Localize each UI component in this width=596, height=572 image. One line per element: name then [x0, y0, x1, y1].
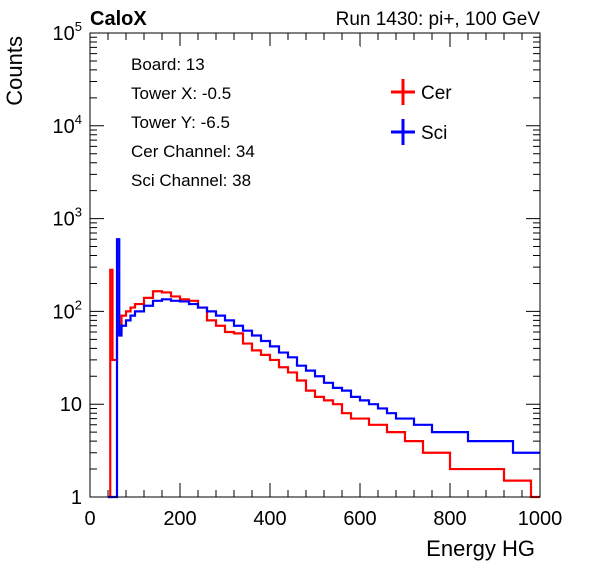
axis-labels: 0 200 400 600 800 1000 1 10 102 103 104 105 — [53, 19, 563, 530]
series-sci — [108, 238, 540, 499]
legend-label-cer: Cer — [421, 83, 452, 104]
x-tick-label: 400 — [253, 508, 286, 530]
run-info-label: Run 1430: pi+, 100 GeV — [336, 9, 541, 30]
x-tick-label: 600 — [343, 508, 376, 530]
y-tick-label: 105 — [53, 19, 82, 45]
y-tick-label: 10 — [60, 394, 82, 416]
info-box: Board: 13 Tower X: -0.5 Tower Y: -6.5 Ce… — [110, 46, 360, 206]
x-tick-label: 0 — [84, 508, 95, 530]
legend: Cer Sci — [391, 79, 452, 145]
y-tick-label: 102 — [53, 297, 82, 323]
x-tick-label: 800 — [433, 508, 466, 530]
y-axis-title: Counts — [2, 36, 27, 106]
x-axis-title: Energy HG — [426, 536, 535, 561]
legend-entry-cer: Cer — [391, 79, 452, 105]
info-box-background — [110, 46, 360, 206]
info-cer-channel: Cer Channel: 34 — [131, 142, 255, 161]
plot-frame — [89, 32, 541, 498]
info-tower-x: Tower X: -0.5 — [131, 84, 231, 103]
series-cer — [108, 268, 540, 499]
y-tick-label: 103 — [53, 205, 82, 231]
x-tick-label: 200 — [163, 508, 196, 530]
series-layer — [108, 238, 540, 499]
x-tick-label: 1000 — [518, 508, 563, 530]
experiment-label: CaloX — [90, 8, 147, 30]
info-sci-channel: Sci Channel: 38 — [131, 171, 251, 190]
y-tick-label: 104 — [53, 112, 82, 138]
info-board: Board: 13 — [131, 55, 205, 74]
legend-entry-sci: Sci — [391, 119, 447, 145]
legend-label-sci: Sci — [421, 123, 447, 144]
y-tick-label: 1 — [71, 487, 82, 509]
info-tower-y: Tower Y: -6.5 — [131, 113, 230, 132]
